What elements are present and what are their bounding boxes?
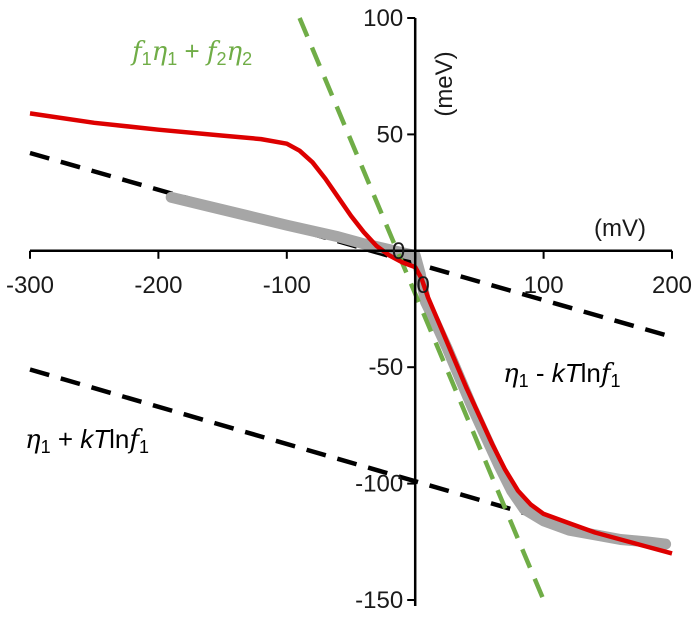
annotation-glyph: 1	[167, 49, 177, 69]
y-tick-label: -100	[355, 471, 403, 498]
annotation-eta1-plus-ktlnf1: η1 + kTlnf1	[25, 424, 149, 457]
series-1-model-red-solid	[29, 111, 673, 556]
annotation-glyph: -	[529, 358, 552, 388]
y-axis-unit-label: (meV)	[431, 51, 458, 116]
annotation-glyph: +	[51, 424, 81, 454]
x-tick-label: 100	[524, 272, 564, 299]
annotation-glyph: 1	[139, 437, 149, 457]
x-tick-label: -300	[6, 272, 54, 299]
y-tick-label: 50	[376, 121, 403, 148]
series-2-asymptote-green-dashed	[297, 17, 546, 601]
annotation-green-weighted-sum: f1η1 + f2η2	[130, 36, 252, 69]
x-axis-unit-label: (mV)	[594, 215, 646, 242]
annotation-glyph: 2	[217, 49, 227, 69]
annotation-glyph: 1	[519, 371, 529, 391]
annotation-glyph: η	[25, 425, 41, 455]
y-tick-label: -50	[369, 354, 404, 381]
y-tick-label: -150	[355, 587, 403, 614]
annotation-glyph: ln	[581, 358, 601, 388]
x-tick-label: 0	[417, 272, 430, 299]
y-tick-label: 0	[392, 238, 405, 265]
series-layer	[29, 17, 673, 601]
annotation-glyph: η	[503, 359, 519, 389]
annotation-glyph: 1	[610, 371, 620, 391]
annotation-glyph: 1	[41, 437, 51, 457]
annotation-glyph: kT	[80, 424, 111, 454]
annotation-eta1-minus-ktlnf1: η1 - kTlnf1	[503, 358, 620, 391]
x-tick-label: -200	[134, 272, 182, 299]
annotation-glyph: 1	[142, 49, 152, 69]
annotation-glyph: η	[227, 37, 243, 67]
y-tick-label: 100	[363, 5, 403, 32]
series-4-asymptote-black-dashed	[29, 367, 545, 521]
x-tick-label: -100	[263, 272, 311, 299]
annotation-glyph: 2	[242, 49, 252, 69]
annotation-glyph: +	[177, 36, 207, 66]
annotation-glyph: η	[152, 37, 168, 67]
annotation-glyph: kT	[552, 358, 583, 388]
annotation-glyph: ln	[109, 424, 129, 454]
axes-layer	[29, 17, 673, 606]
x-tick-label: 200	[652, 272, 692, 299]
labels-layer: (mV) (meV) f1η1 + f2η2 η1 - kTlnf1 η1 + …	[6, 5, 692, 614]
series-0-measured-gray-thick	[165, 191, 672, 550]
